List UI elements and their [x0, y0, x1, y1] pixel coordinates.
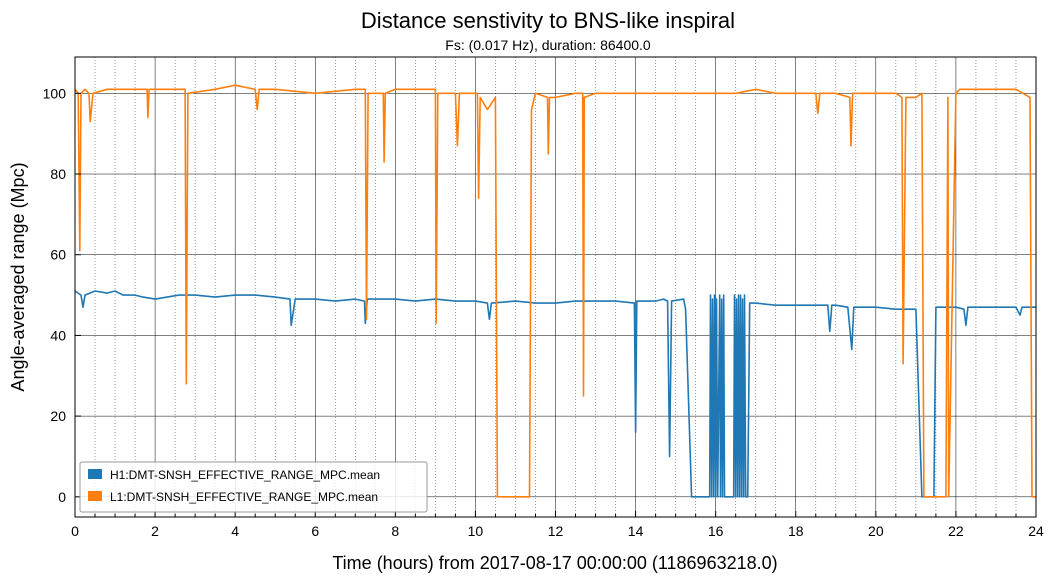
x-tick-label: 16 — [708, 523, 724, 539]
y-axis-ticks: 0 20 40 60 80 100 — [43, 85, 81, 505]
legend-label-h1: H1:DMT-SNSH_EFFECTIVE_RANGE_MPC.mean — [110, 468, 380, 482]
x-axis-ticks: 0 2 4 6 8 10 12 14 16 18 20 22 24 — [71, 511, 1044, 539]
x-tick-label: 14 — [628, 523, 644, 539]
x-tick-label: 18 — [788, 523, 804, 539]
x-axis-label: Time (hours) from 2017-08-17 00:00:00 (1… — [332, 553, 777, 573]
y-tick-label: 40 — [50, 327, 66, 343]
chart-title: Distance senstivity to BNS-like inspiral — [361, 8, 735, 33]
y-tick-label: 100 — [43, 85, 67, 101]
legend-swatch-h1 — [88, 469, 102, 479]
legend-box — [79, 461, 428, 513]
x-tick-label: 0 — [71, 523, 79, 539]
x-tick-label: 6 — [311, 523, 319, 539]
x-tick-label: 22 — [948, 523, 964, 539]
plot-area — [74, 56, 1037, 518]
series-line-h1 — [74, 290, 1036, 498]
y-axis-label: Angle-averaged range (Mpc) — [8, 162, 28, 391]
x-tick-label: 8 — [391, 523, 399, 539]
legend-label-l1: L1:DMT-SNSH_EFFECTIVE_RANGE_MPC.mean — [110, 490, 378, 504]
legend: H1:DMT-SNSH_EFFECTIVE_RANGE_MPC.mean L1:… — [79, 461, 428, 513]
y-tick-label: 0 — [58, 489, 66, 505]
y-tick-label: 20 — [50, 408, 66, 424]
x-tick-label: 12 — [548, 523, 564, 539]
x-tick-label: 2 — [151, 523, 159, 539]
x-tick-label: 24 — [1028, 523, 1044, 539]
y-tick-label: 60 — [50, 247, 66, 263]
x-tick-label: 20 — [868, 523, 884, 539]
series-line-l1 — [74, 84, 1036, 498]
x-tick-label: 4 — [231, 523, 239, 539]
x-tick-label: 10 — [468, 523, 484, 539]
y-tick-label: 80 — [50, 166, 66, 182]
chart-subtitle: Fs: (0.017 Hz), duration: 86400.0 — [445, 37, 651, 53]
series-layer — [74, 84, 1036, 498]
legend-swatch-l1 — [88, 491, 102, 501]
